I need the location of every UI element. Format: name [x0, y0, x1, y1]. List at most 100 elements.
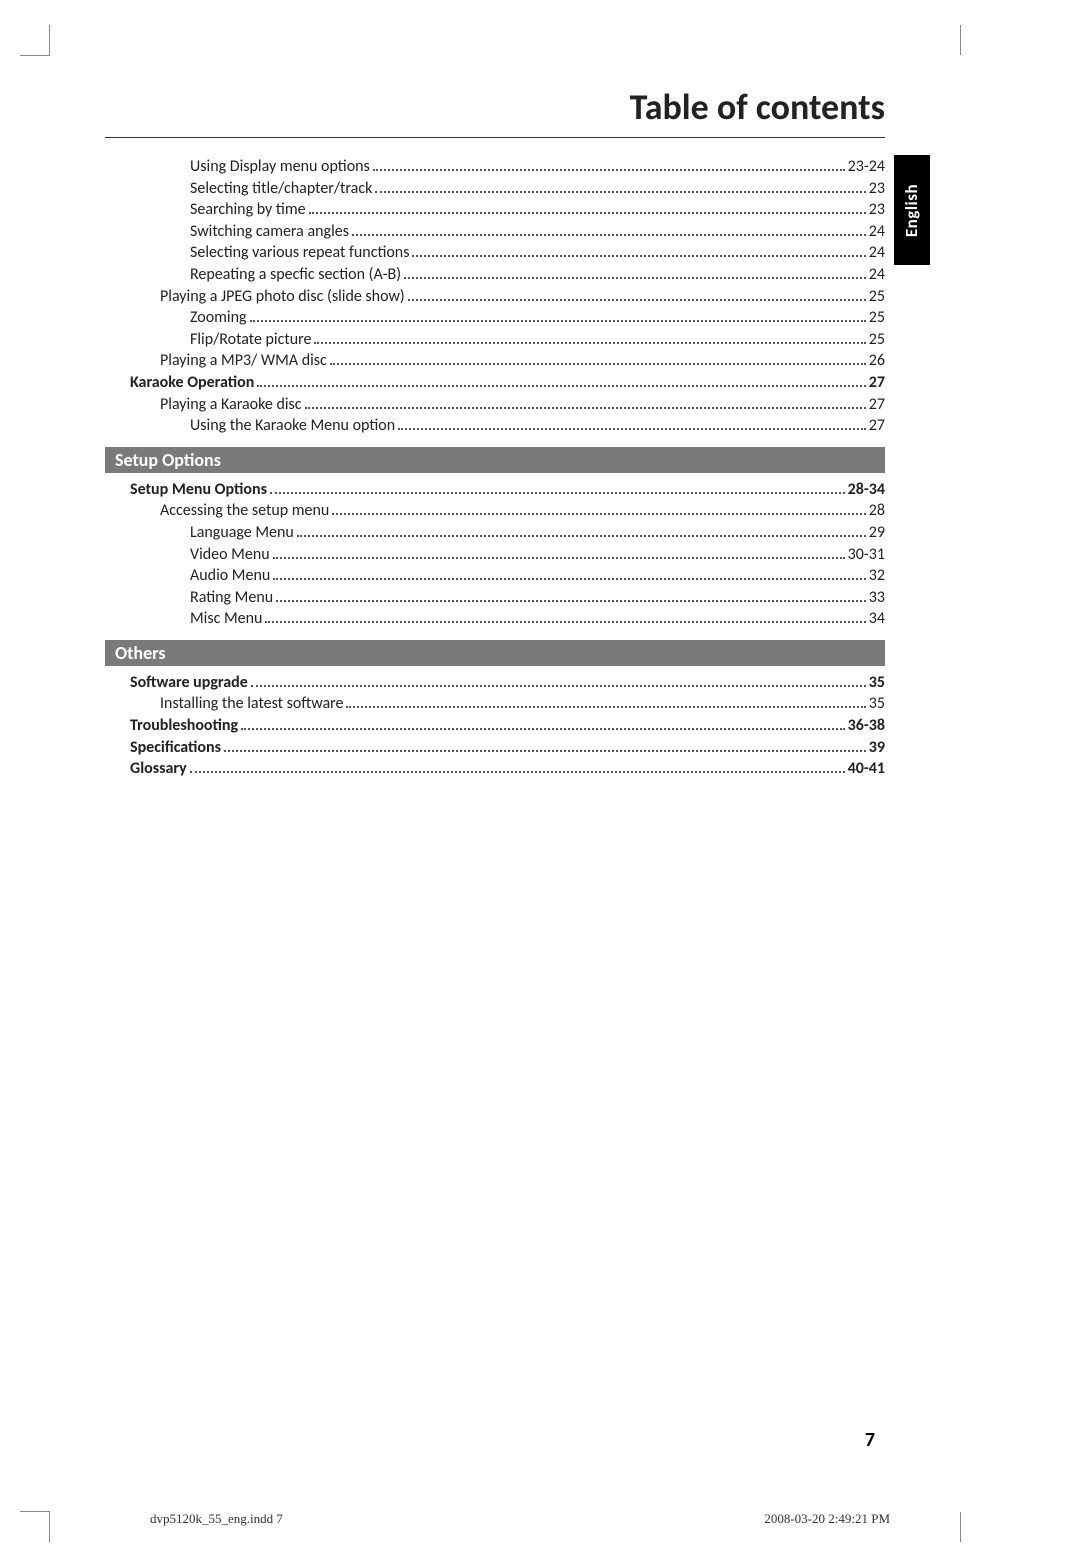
language-tab-label: English	[902, 183, 923, 236]
toc-entry-page: 27	[869, 372, 885, 394]
toc-entry-label: Selecting title/chapter/track	[190, 178, 372, 200]
toc-entry-page: 40-41	[848, 758, 885, 780]
toc-entry-page: 36-38	[848, 715, 885, 737]
toc-section: Setup Menu Options 28-34Accessing the se…	[105, 479, 885, 630]
toc-entry-label: Misc Menu	[190, 608, 262, 630]
toc-dots	[270, 484, 845, 494]
toc-entry-label: Repeating a specfic section (A-B)	[190, 264, 401, 286]
page-number: 7	[865, 1428, 875, 1452]
toc-dots	[276, 592, 866, 602]
toc-entry: Selecting various repeat functions 24	[105, 242, 885, 264]
page-title: Table of contents	[50, 85, 885, 129]
page: Table of contents English Using Display …	[50, 0, 990, 1567]
toc-dots	[330, 356, 866, 366]
toc-entry-page: 24	[869, 221, 885, 243]
toc-entry-page: 34	[869, 608, 885, 630]
toc-entry-label: Language Menu	[190, 522, 294, 544]
toc-entry-page: 24	[869, 242, 885, 264]
toc-entry: Misc Menu 34	[105, 608, 885, 630]
toc-entry: Specifications 39	[105, 737, 885, 759]
toc-entry-label: Flip/Rotate picture	[190, 329, 311, 351]
toc-entry: Switching camera angles 24	[105, 221, 885, 243]
toc-entry-page: 35	[869, 672, 885, 694]
toc-dots	[332, 506, 865, 516]
section-header: Setup Options	[105, 447, 885, 473]
toc-dots	[314, 334, 865, 344]
toc-dots	[265, 614, 865, 624]
toc-entry-page: 39	[869, 737, 885, 759]
toc-dots	[273, 571, 866, 581]
toc-entry: Karaoke Operation 27	[105, 372, 885, 394]
toc-entry-page: 35	[869, 693, 885, 715]
toc-entry-page: 30-31	[848, 544, 885, 566]
toc-dots	[309, 205, 866, 215]
toc-dots	[250, 313, 866, 323]
toc-entry: Rating Menu 33	[105, 587, 885, 609]
toc-entry: Accessing the setup menu 28	[105, 500, 885, 522]
toc-entry: Searching by time 23	[105, 199, 885, 221]
toc-entry: Selecting title/chapter/track 23	[105, 178, 885, 200]
toc-entry: Playing a JPEG photo disc (slide show) 2…	[105, 286, 885, 308]
section-header: Others	[105, 640, 885, 666]
toc-entry: Setup Menu Options 28-34	[105, 479, 885, 501]
toc-entry-label: Accessing the setup menu	[160, 500, 329, 522]
toc-entry-page: 23-24	[848, 156, 885, 178]
toc-entry-page: 32	[869, 565, 885, 587]
toc-section: Using Display menu options 23-24Selectin…	[105, 156, 885, 437]
toc-dots	[398, 421, 866, 431]
toc-entry-page: 23	[869, 199, 885, 221]
toc-entry-label: Glossary	[130, 758, 187, 780]
toc-entry-label: Setup Menu Options	[130, 479, 267, 501]
toc-dots	[241, 720, 845, 730]
toc-dots	[273, 549, 845, 559]
toc-dots	[352, 226, 866, 236]
toc-dots	[251, 677, 866, 687]
toc-entry-page: 25	[869, 286, 885, 308]
toc-dots	[404, 269, 866, 279]
toc-section: Software upgrade 35Installing the latest…	[105, 672, 885, 780]
crop-mark	[20, 1511, 50, 1512]
toc-entry-label: Video Menu	[190, 544, 270, 566]
toc-entry-page: 23	[869, 178, 885, 200]
toc-entry-label: Using Display menu options	[190, 156, 370, 178]
toc-entry-label: Using the Karaoke Menu option	[190, 415, 395, 437]
toc-dots	[305, 399, 866, 409]
table-of-contents: Using Display menu options 23-24Selectin…	[50, 156, 990, 780]
toc-entry-page: 26	[869, 350, 885, 372]
toc-entry: Video Menu 30-31	[105, 544, 885, 566]
toc-entry: Installing the latest software 35	[105, 693, 885, 715]
toc-dots	[224, 742, 866, 752]
toc-entry: Playing a MP3/ WMA disc 26	[105, 350, 885, 372]
toc-dots	[297, 527, 866, 537]
toc-entry-label: Selecting various repeat functions	[190, 242, 409, 264]
toc-entry-label: Playing a JPEG photo disc (slide show)	[160, 286, 405, 308]
toc-entry-page: 27	[869, 415, 885, 437]
toc-entry: Software upgrade 35	[105, 672, 885, 694]
toc-dots	[373, 161, 845, 171]
toc-entry-label: Karaoke Operation	[130, 372, 254, 394]
toc-dots	[408, 291, 866, 301]
toc-entry-page: 28-34	[848, 479, 885, 501]
toc-entry-label: Zooming	[190, 307, 247, 329]
toc-entry-page: 33	[869, 587, 885, 609]
toc-entry-label: Troubleshooting	[130, 715, 238, 737]
toc-entry: Using the Karaoke Menu option 27	[105, 415, 885, 437]
toc-dots	[257, 377, 865, 387]
toc-entry-label: Playing a Karaoke disc	[160, 394, 302, 416]
toc-entry: Zooming 25	[105, 307, 885, 329]
toc-entry-label: Installing the latest software	[160, 693, 343, 715]
toc-entry-label: Specifications	[130, 737, 221, 759]
toc-entry-label: Switching camera angles	[190, 221, 349, 243]
toc-entry: Using Display menu options 23-24	[105, 156, 885, 178]
toc-dots	[190, 764, 845, 774]
toc-entry: Repeating a specfic section (A-B) 24	[105, 264, 885, 286]
toc-entry-label: Rating Menu	[190, 587, 273, 609]
footer-file: dvp5120k_55_eng.indd 7	[150, 1511, 283, 1527]
toc-entry: Flip/Rotate picture 25	[105, 329, 885, 351]
toc-entry-label: Audio Menu	[190, 565, 270, 587]
toc-entry: Troubleshooting 36-38	[105, 715, 885, 737]
toc-entry-page: 25	[869, 307, 885, 329]
footer-timestamp: 2008-03-20 2:49:21 PM	[764, 1511, 890, 1527]
toc-entry-page: 27	[869, 394, 885, 416]
title-rule	[105, 137, 885, 138]
